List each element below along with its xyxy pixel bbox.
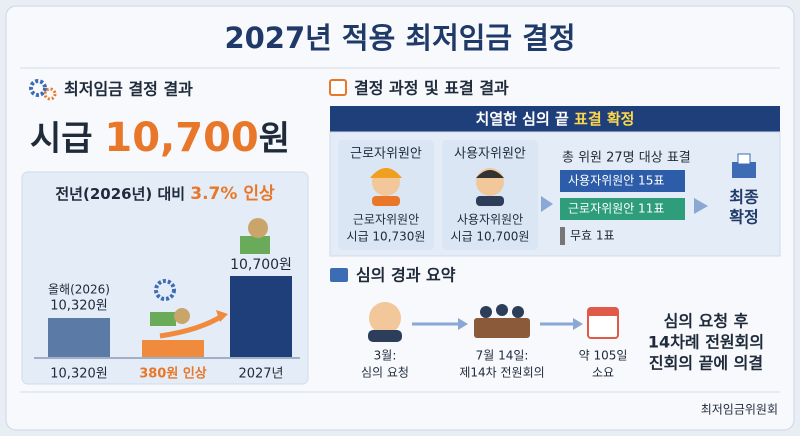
axis-label: 2027년: [238, 367, 283, 382]
proposal-text: 근로자위원안: [353, 213, 419, 227]
money-icon: [150, 312, 176, 326]
calendar-icon: [329, 79, 347, 96]
summary-icon: [330, 268, 348, 282]
person-body: [368, 330, 402, 342]
vote-title: 총 위원 27명 대상 표결: [562, 151, 691, 166]
helmet: [370, 168, 402, 178]
comparison-prefix: 전년(2026년) 대비: [55, 185, 190, 203]
bar-label: 올해(2026): [48, 283, 110, 297]
bar-increase: [142, 340, 204, 358]
step-text: 소요: [592, 366, 614, 380]
meeting-person: [496, 304, 508, 316]
person-icon: [369, 302, 401, 334]
meeting-icon: [474, 318, 530, 338]
axis-label: 380원 인상: [139, 366, 207, 382]
wage-amount: 10,700: [104, 115, 258, 161]
money-bag-icon: [174, 308, 190, 324]
bar-2027: [230, 276, 292, 358]
growth-arrow: [159, 313, 224, 339]
vote-bar: [560, 227, 565, 245]
bar-label: 10,700원: [230, 257, 292, 273]
section-heading: 결정 과정 및 표결 결과: [354, 79, 509, 98]
vote-bar: [560, 198, 685, 220]
banner-text: 치열한 심의 끝 표결 확정: [476, 110, 635, 128]
proposal-text: 시급 10,730원: [347, 230, 426, 244]
ballot-box-icon: [732, 162, 756, 178]
wage-unit: 원: [259, 119, 290, 159]
employer-body: [476, 196, 504, 206]
conclusion: 진회의 끝에 의결: [649, 354, 763, 373]
vote-label: 근로자위원안 11표: [568, 202, 664, 216]
arrow-head: [573, 318, 583, 330]
final-label: 확정: [729, 208, 758, 227]
bar-2026: [48, 318, 110, 358]
meeting-person: [480, 306, 492, 318]
money-bag-icon: [248, 218, 268, 238]
title: 2027년 적용 최저임금 결정: [224, 21, 575, 55]
arrow: [541, 196, 553, 212]
worker-body: [372, 196, 400, 206]
wage: 시급 10,700원: [30, 115, 290, 161]
section-heading: 최저임금 결정 결과: [64, 80, 193, 99]
arrow-head: [458, 318, 468, 330]
wage-prefix: 시급: [30, 119, 104, 159]
axis-label: 10,320원: [50, 367, 107, 382]
proposal-text: 시급 10,700원: [451, 230, 530, 244]
vote-bar: [560, 170, 685, 192]
step-text: 심의 요청: [361, 366, 409, 380]
final-label: 최종: [729, 188, 759, 207]
banner-prefix: 치열한 심의 끝: [476, 110, 574, 128]
step-text: 제14차 전원회의: [459, 366, 544, 380]
conclusion: 심의 요청 후: [664, 312, 749, 331]
ballot-icon: [737, 153, 751, 165]
money-icon: [240, 236, 270, 254]
section-heading: 심의 경과 요약: [356, 266, 456, 285]
source: 최저임금위원회: [701, 403, 778, 417]
step-text: 3월:: [374, 349, 397, 363]
comparison: 전년(2026년) 대비 3.7% 인상: [55, 184, 275, 204]
comparison-highlight: 3.7% 인상: [190, 184, 275, 204]
proposal-text: 사용자위원안: [457, 213, 523, 227]
banner-highlight: 표결 확정: [574, 110, 634, 128]
proposal-title: 사용자위원안: [454, 147, 526, 162]
conclusion: 14차례 전원회의: [648, 333, 764, 352]
hair: [476, 170, 504, 178]
meeting-person: [512, 306, 524, 318]
proposal-title: 근로자위원안: [350, 147, 422, 162]
step-text: 약 105일: [579, 348, 628, 363]
banner: [330, 106, 780, 132]
vote-label: 사용자위원안 15표: [568, 174, 664, 188]
vote-label: 무효 1표: [570, 229, 615, 243]
step-text: 7월 14일:: [476, 349, 529, 363]
arrow: [694, 198, 708, 214]
gear-icon: [154, 279, 176, 301]
gear-icon: [29, 79, 57, 101]
bar-label: 10,320원: [50, 299, 107, 314]
arrow-head: [216, 310, 228, 322]
calendar-top: [588, 308, 618, 316]
